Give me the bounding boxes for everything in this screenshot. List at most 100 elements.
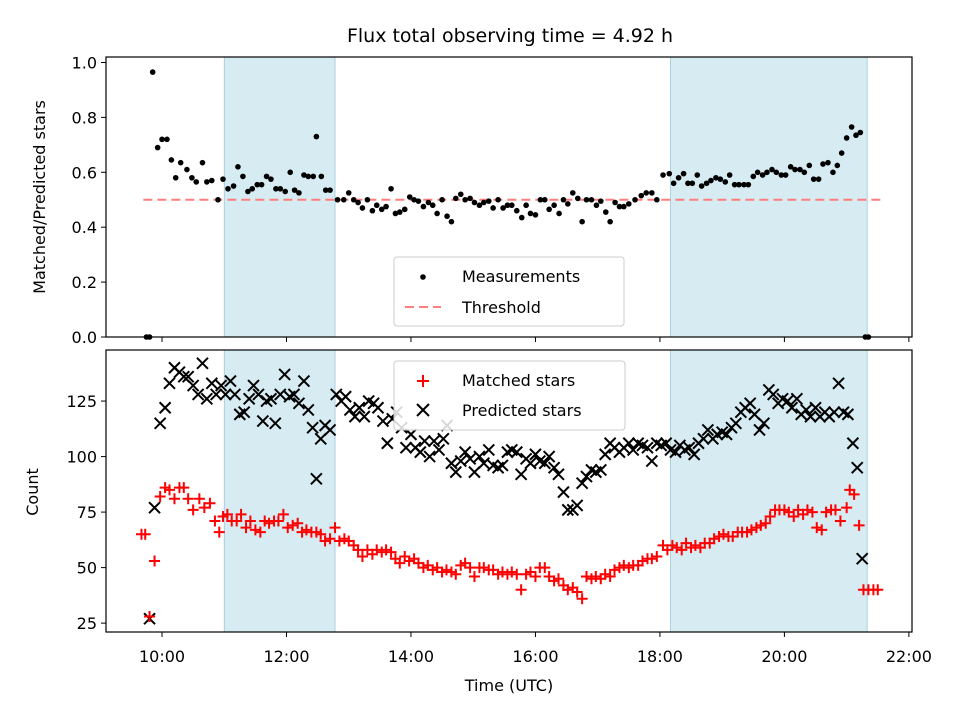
matched-stars-point <box>717 528 729 540</box>
matched-stars-point <box>676 544 688 556</box>
measurement-point <box>263 173 270 180</box>
measurement-point <box>313 133 320 140</box>
measurement-point <box>327 187 333 193</box>
matched-stars-point <box>637 555 649 567</box>
measurement-point <box>560 196 567 203</box>
matched-stars-point <box>608 564 620 576</box>
measurement-point <box>838 150 845 156</box>
measurement-point <box>815 176 822 182</box>
matched-stars-point <box>385 546 397 558</box>
matched-stars-point <box>506 566 518 578</box>
measurement-point <box>345 190 352 196</box>
predicted-stars-point <box>458 445 472 459</box>
predicted-stars-point <box>809 401 822 414</box>
matched-stars-point <box>178 482 190 494</box>
top-y-tick-label: 0.2 <box>72 273 97 292</box>
top-legend-frame <box>393 256 625 327</box>
x-tick-label: 22:00 <box>886 647 932 666</box>
bottom-observing-windows <box>223 349 868 633</box>
predicted-stars-point <box>376 414 390 428</box>
measurement-point <box>626 201 632 207</box>
predicted-stars-point <box>832 377 845 390</box>
measurement-point <box>745 181 752 188</box>
matched-stars-point <box>352 544 364 556</box>
predicted-stars-point <box>785 401 799 414</box>
measurement-point <box>462 196 468 203</box>
predicted-stars-point <box>181 370 195 383</box>
measurement-point <box>301 172 307 178</box>
predicted-stars-point <box>851 461 864 474</box>
top-y-ticks: 0.0 0.2 0.4 0.6 0.8 1.0 <box>72 53 106 347</box>
measurement-point <box>792 166 798 173</box>
measurement-point <box>698 183 705 189</box>
measurement-point <box>204 179 210 185</box>
matched-stars-point <box>841 502 853 514</box>
top-observing-window-1 <box>670 56 868 338</box>
matched-stars-point <box>539 562 551 574</box>
predicted-stars-point <box>205 377 219 390</box>
measurement-point <box>602 209 609 215</box>
matched-stars-point <box>213 526 225 538</box>
measurement-point <box>273 185 279 192</box>
matched-stars-point <box>590 570 602 582</box>
measurement-point <box>258 181 265 188</box>
matched-stars-point <box>380 544 392 556</box>
predicted-stars-point <box>598 448 612 461</box>
ratio-panel: 0.0 0.2 0.4 0.6 0.8 1.0 Matched/Predicted sta… <box>30 53 913 347</box>
predicted-stars-point <box>766 388 780 401</box>
matched-stars-point <box>144 610 156 622</box>
predicted-stars-point <box>743 397 757 410</box>
bottom-axes-frame <box>105 349 913 633</box>
measurement-point <box>675 174 682 181</box>
predicted-stars-point <box>542 450 556 463</box>
measurement-point <box>471 199 478 206</box>
x-tick-label: 12:00 <box>263 647 309 666</box>
measurement-point <box>527 210 534 217</box>
measurement-point <box>759 172 766 178</box>
measurement-point <box>411 196 417 203</box>
matched-stars-point <box>263 517 275 529</box>
predicted-stars-point <box>482 443 495 457</box>
predicted-stars-point <box>219 388 232 401</box>
measurement-point <box>810 176 817 182</box>
predicted-stars-point <box>414 445 427 459</box>
measurement-point <box>245 188 251 195</box>
matched-stars-point <box>244 515 256 527</box>
measurement-point <box>322 187 329 193</box>
predicted-stars-point <box>856 552 869 565</box>
predicted-stars-point <box>720 428 733 441</box>
predicted-stars-point <box>209 388 223 401</box>
measurement-point <box>235 164 241 170</box>
predicted-stars-point <box>256 414 270 428</box>
measurement-point <box>523 202 529 209</box>
predicted-stars-point <box>477 457 491 470</box>
measurement-point <box>717 176 724 182</box>
x-tick-label: 18:00 <box>637 647 683 666</box>
matched-legend-marker <box>417 375 429 387</box>
matched-stars-point <box>149 555 161 567</box>
measurement-point <box>467 195 473 202</box>
measurement-point <box>154 144 161 151</box>
measurement-point <box>825 159 831 166</box>
matched-stars-point <box>764 511 776 523</box>
measurement-point <box>439 196 445 203</box>
measurement-point <box>448 218 455 225</box>
measurement-point <box>666 170 673 177</box>
measurement-point <box>282 188 289 195</box>
matched-stars-point <box>371 544 383 556</box>
bottom-legend: Matched stars Predicted stars <box>393 360 626 431</box>
matched-stars-point <box>580 570 592 582</box>
matched-stars-point <box>604 570 616 582</box>
matched-stars-point <box>139 528 151 540</box>
matched-stars-point <box>193 493 205 505</box>
measurement-point <box>649 190 655 196</box>
matched-stars-point <box>356 551 368 563</box>
top-observing-windows <box>223 56 868 338</box>
matched-stars-point <box>651 551 663 563</box>
measurement-point <box>254 181 261 188</box>
measurement-point <box>546 206 552 213</box>
matched-stars-point <box>231 515 243 527</box>
measurement-point <box>318 173 325 180</box>
measurement-point <box>787 164 794 170</box>
